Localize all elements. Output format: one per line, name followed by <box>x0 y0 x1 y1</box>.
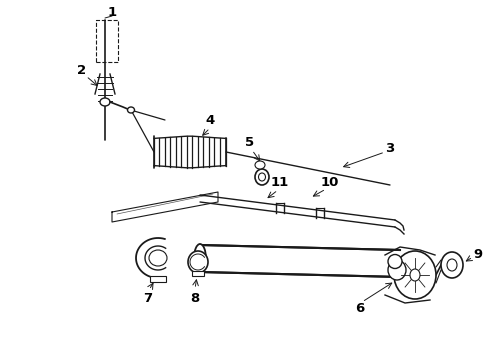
Ellipse shape <box>194 244 206 273</box>
Ellipse shape <box>149 250 167 266</box>
Text: 2: 2 <box>77 63 87 77</box>
Ellipse shape <box>100 98 110 106</box>
Ellipse shape <box>188 251 208 273</box>
Ellipse shape <box>410 269 420 281</box>
Ellipse shape <box>259 173 266 181</box>
Polygon shape <box>200 245 400 277</box>
Text: 9: 9 <box>473 248 483 261</box>
Bar <box>150 276 166 282</box>
Ellipse shape <box>127 107 134 113</box>
Text: 10: 10 <box>321 176 339 189</box>
Ellipse shape <box>255 169 269 185</box>
Ellipse shape <box>255 161 265 169</box>
Text: 8: 8 <box>191 292 199 305</box>
Ellipse shape <box>394 251 436 299</box>
Ellipse shape <box>388 255 402 269</box>
Ellipse shape <box>388 260 406 280</box>
Bar <box>192 271 204 276</box>
Text: 7: 7 <box>144 292 152 305</box>
Text: 3: 3 <box>385 141 394 154</box>
Text: 6: 6 <box>355 302 365 315</box>
Text: 4: 4 <box>205 113 215 126</box>
Ellipse shape <box>441 252 463 278</box>
Text: 11: 11 <box>271 176 289 189</box>
Text: 1: 1 <box>107 5 117 18</box>
Bar <box>96 20 118 62</box>
Text: 5: 5 <box>245 135 255 149</box>
Ellipse shape <box>447 259 457 271</box>
